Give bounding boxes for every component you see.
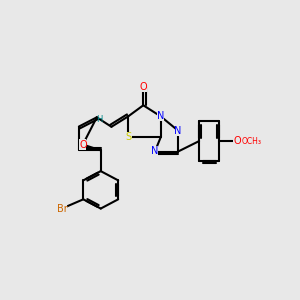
Text: O: O: [79, 140, 87, 150]
Text: N: N: [175, 126, 182, 136]
Text: H: H: [97, 116, 103, 124]
Bar: [175, 126, 182, 136]
Text: O: O: [233, 136, 241, 146]
Text: N: N: [151, 146, 159, 157]
Bar: [152, 146, 158, 157]
Text: Br: Br: [56, 204, 67, 214]
Text: OCH₃: OCH₃: [242, 136, 261, 146]
Bar: [57, 203, 67, 214]
Bar: [79, 140, 86, 150]
Bar: [240, 136, 263, 146]
Text: N: N: [157, 111, 164, 122]
Bar: [140, 82, 147, 92]
Bar: [233, 136, 241, 146]
Bar: [125, 132, 132, 142]
Text: O: O: [140, 82, 147, 92]
Bar: [157, 111, 164, 122]
Text: S: S: [125, 132, 131, 142]
